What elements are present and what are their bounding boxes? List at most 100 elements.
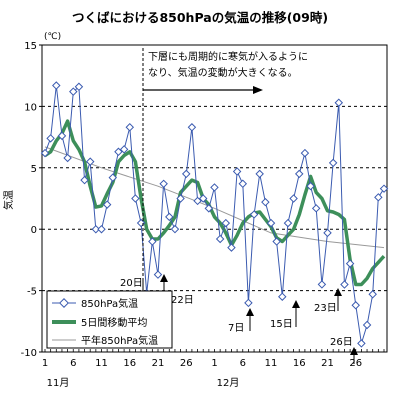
daily-point-60	[379, 184, 389, 193]
daily-point-3	[57, 131, 67, 141]
legend-daily-marker	[59, 298, 69, 308]
moving-average-series	[44, 119, 386, 287]
x-tick-label-8: 11	[265, 358, 278, 369]
daily-point-51	[328, 158, 338, 168]
y-tick-label-0: 15	[24, 41, 37, 52]
callout-22: 22日	[171, 295, 194, 306]
daily-point-55	[351, 301, 360, 310]
daily-point-32	[221, 218, 231, 228]
daily-point-37	[249, 210, 259, 219]
daily-point-52	[334, 98, 344, 107]
daily-point-31	[215, 234, 225, 244]
daily-point-20	[153, 270, 163, 279]
callout-20: 20日	[120, 278, 143, 289]
daily-point-41	[272, 237, 281, 246]
daily-point-56	[357, 339, 366, 348]
daily-point-54	[345, 259, 355, 268]
daily-point-29	[204, 204, 214, 213]
legend-daily-label: 850hPa気温	[81, 297, 138, 310]
daily-point-39	[261, 197, 270, 207]
y-tick-label-4: -5	[27, 287, 37, 298]
daily-point-24	[176, 194, 185, 203]
daily-point-16	[131, 194, 140, 203]
x-tick-label-5: 26	[180, 358, 193, 369]
daily-point-35	[238, 179, 248, 188]
y-tick-label-3: 0	[31, 225, 37, 236]
daily-point-48	[311, 204, 321, 213]
annotation-line-2: なり、気温の変動が大きくなる。	[148, 66, 298, 79]
daily-point-15	[125, 123, 135, 132]
y-axis-unit: (℃)	[44, 32, 61, 42]
daily-point-9	[91, 224, 101, 234]
callout-23: 23日	[314, 303, 337, 314]
month-label-december: 12月	[217, 377, 240, 389]
daily-point-33	[227, 243, 236, 252]
daily-point-43	[283, 218, 293, 228]
legend-normal-label: 平年850hPa気温	[81, 334, 158, 347]
callout-15: 15日	[270, 319, 293, 330]
daily-point-58	[368, 290, 377, 299]
daily-point-57	[362, 320, 372, 330]
x-tick-label-1: 6	[70, 358, 76, 369]
callout-23-arrow-head	[334, 288, 342, 296]
daily-point-59	[374, 193, 383, 202]
x-axis-ticks: 1 6 11 16 21 26 1 6 11 16 21 26	[42, 349, 385, 369]
y-tick-label-1: 10	[24, 102, 37, 113]
callout-22-arrow-head	[160, 274, 168, 282]
legend-box	[46, 290, 173, 349]
callout-7-arrow-head	[246, 308, 254, 316]
daily-temperature-points	[40, 81, 389, 348]
callout-15-arrow-head	[292, 300, 300, 308]
daily-point-13	[114, 147, 123, 157]
x-tick-label-9: 16	[293, 358, 306, 369]
y-axis-label: 気温	[2, 190, 15, 210]
daily-point-27	[193, 196, 202, 206]
daily-point-28	[198, 194, 208, 203]
daily-point-21	[159, 179, 168, 189]
month-label-november: 11月	[47, 377, 70, 389]
x-tick-label-10: 21	[321, 358, 334, 369]
y-tick-label-5: -10	[21, 348, 37, 359]
x-tick-label-7: 6	[240, 358, 246, 369]
daily-point-34	[232, 167, 242, 176]
daily-point-25	[181, 169, 191, 179]
daily-point-40	[266, 218, 276, 228]
daily-point-2	[52, 81, 61, 90]
legend: 850hPa気温 5日間移動平均 平年850hPa気温	[46, 290, 173, 349]
daily-point-46	[300, 148, 310, 158]
daily-point-45	[294, 169, 304, 179]
daily-point-6	[74, 82, 84, 92]
y-tick-label-2: 5	[31, 164, 37, 175]
daily-point-23	[170, 224, 180, 234]
x-tick-label-4: 21	[152, 358, 165, 369]
daily-point-36	[244, 298, 253, 308]
y-axis-ticks: 15 10 5 0 -5 -10	[21, 41, 42, 359]
daily-point-10	[97, 224, 106, 234]
daily-point-4	[63, 153, 72, 163]
daily-point-53	[340, 280, 349, 289]
daily-point-7	[80, 175, 89, 185]
normal-temperature-line	[44, 146, 385, 249]
daily-point-42	[278, 292, 287, 301]
moving-average-line	[44, 119, 386, 287]
annotation-arrow-head	[253, 86, 263, 94]
daily-point-19	[148, 237, 157, 246]
normal-temperature-series	[44, 146, 385, 249]
daily-point-49	[317, 280, 327, 289]
x-tick-label-3: 16	[123, 358, 136, 369]
x-tick-label-11: 26	[349, 358, 362, 369]
daily-point-5	[69, 87, 78, 96]
daily-point-26	[187, 123, 197, 132]
legend-ma-label: 5日間移動平均	[81, 316, 147, 329]
callout-7: 7日	[228, 323, 244, 334]
daily-point-11	[102, 200, 112, 209]
daily-point-47	[306, 181, 315, 191]
x-tick-label-2: 11	[95, 358, 108, 369]
callouts: 20日 22日 7日 15日 23日 26日	[120, 274, 358, 364]
daily-point-50	[323, 228, 332, 238]
annotation-box: 下層にも周期的に寒気が入るように なり、気温の変動が大きくなる。	[142, 48, 308, 286]
daily-point-8	[85, 157, 95, 166]
x-tick-label-6: 1	[211, 358, 217, 369]
